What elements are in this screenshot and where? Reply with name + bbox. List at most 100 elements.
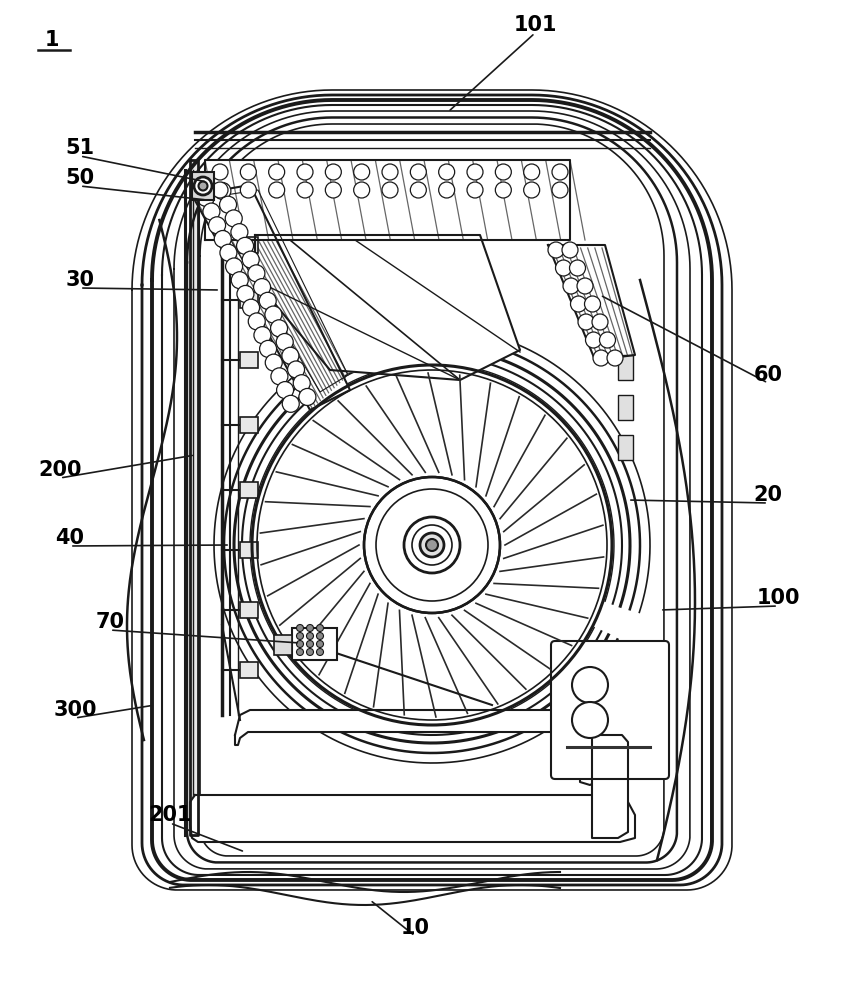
Bar [240, 237, 258, 253]
Circle shape [212, 164, 228, 180]
Circle shape [296, 648, 303, 656]
Circle shape [353, 182, 370, 198]
Bar [240, 352, 258, 368]
Circle shape [569, 260, 586, 276]
Circle shape [562, 242, 578, 258]
Circle shape [316, 641, 323, 648]
Circle shape [353, 164, 370, 180]
Circle shape [426, 539, 438, 551]
Circle shape [197, 189, 214, 206]
Polygon shape [205, 160, 570, 240]
Text: 50: 50 [66, 168, 94, 188]
Circle shape [524, 164, 540, 180]
Circle shape [382, 182, 398, 198]
Circle shape [240, 164, 257, 180]
Polygon shape [235, 710, 600, 785]
Circle shape [237, 237, 253, 254]
Circle shape [240, 182, 257, 198]
Circle shape [299, 388, 316, 405]
Circle shape [219, 196, 237, 213]
Polygon shape [548, 245, 635, 360]
Circle shape [410, 164, 426, 180]
Text: 51: 51 [66, 138, 94, 158]
Circle shape [524, 182, 540, 198]
Circle shape [253, 279, 270, 296]
Circle shape [307, 633, 314, 640]
Text: 201: 201 [149, 805, 192, 825]
Polygon shape [190, 795, 635, 842]
Circle shape [242, 251, 259, 268]
Circle shape [316, 648, 323, 656]
Circle shape [556, 260, 571, 276]
Circle shape [607, 350, 623, 366]
Circle shape [269, 164, 284, 180]
Circle shape [307, 641, 314, 648]
Bar [274, 635, 292, 655]
Circle shape [199, 182, 207, 190]
Circle shape [467, 164, 483, 180]
Circle shape [214, 231, 232, 248]
Bar [292, 628, 337, 660]
Text: 101: 101 [513, 15, 556, 35]
Circle shape [585, 296, 600, 312]
Bar [240, 417, 258, 433]
Circle shape [382, 164, 398, 180]
Circle shape [232, 272, 248, 289]
Circle shape [265, 354, 283, 371]
Polygon shape [190, 160, 198, 835]
Circle shape [420, 533, 444, 557]
Text: 20: 20 [753, 485, 783, 505]
Circle shape [270, 320, 288, 337]
Circle shape [265, 306, 282, 323]
Circle shape [578, 314, 594, 330]
Circle shape [194, 177, 212, 195]
Bar [240, 292, 258, 308]
Circle shape [593, 350, 609, 366]
Circle shape [231, 224, 248, 241]
Bar [240, 482, 258, 498]
Circle shape [570, 296, 587, 312]
Circle shape [297, 164, 313, 180]
Circle shape [282, 347, 299, 364]
Bar [618, 435, 633, 460]
Circle shape [572, 702, 608, 738]
Circle shape [307, 624, 314, 632]
Circle shape [600, 332, 615, 348]
Circle shape [283, 395, 299, 412]
Text: 60: 60 [753, 365, 783, 385]
Circle shape [316, 624, 323, 632]
Text: 40: 40 [55, 528, 85, 548]
Bar [240, 662, 258, 678]
Circle shape [577, 278, 593, 294]
Circle shape [226, 210, 242, 227]
Circle shape [259, 340, 276, 357]
Circle shape [364, 477, 500, 613]
FancyBboxPatch shape [551, 641, 669, 779]
Circle shape [220, 244, 237, 261]
Text: 100: 100 [756, 588, 800, 608]
Text: 300: 300 [54, 700, 97, 720]
Circle shape [293, 375, 310, 392]
Polygon shape [192, 185, 350, 410]
Circle shape [572, 667, 608, 703]
Circle shape [495, 164, 511, 180]
Circle shape [592, 314, 608, 330]
Circle shape [439, 182, 454, 198]
Text: 70: 70 [96, 612, 124, 632]
Circle shape [259, 292, 276, 309]
Bar [192, 172, 214, 200]
Circle shape [276, 382, 294, 399]
Polygon shape [255, 235, 520, 380]
Circle shape [212, 182, 228, 198]
Circle shape [326, 164, 341, 180]
Circle shape [307, 648, 314, 656]
Circle shape [248, 313, 265, 330]
Circle shape [495, 182, 511, 198]
Circle shape [269, 182, 284, 198]
Text: 200: 200 [38, 460, 82, 480]
Circle shape [226, 258, 243, 275]
Circle shape [316, 633, 323, 640]
Bar [618, 395, 633, 420]
Circle shape [297, 182, 313, 198]
Bar [240, 542, 258, 558]
